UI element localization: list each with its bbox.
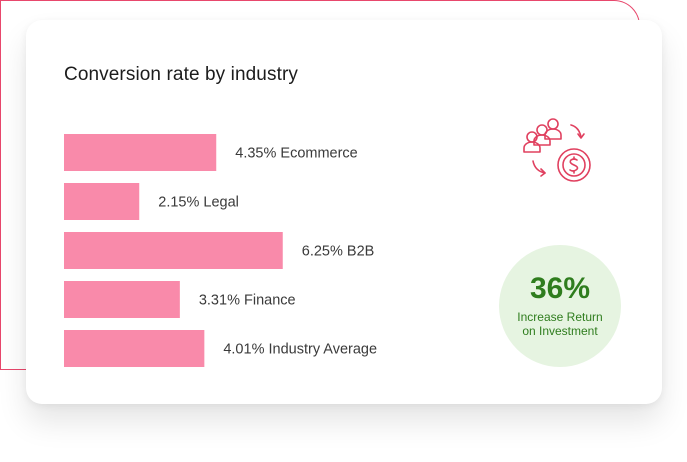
chart-card: Conversion rate by industry 4.35% Ecomme… xyxy=(26,20,662,404)
bar-label-ecommerce: 4.35% Ecommerce xyxy=(235,146,358,162)
people-money-cycle-icon xyxy=(523,118,591,182)
bar-ecommerce xyxy=(64,134,217,171)
bar-label-industry-average: 4.01% Industry Average xyxy=(223,342,377,358)
bar-legal xyxy=(64,183,140,220)
bar-industry-average xyxy=(64,330,205,367)
bar-chart: 4.35% Ecommerce 2.15% Legal 6.25% B2B 3.31%… xyxy=(64,134,377,367)
bar-b2b xyxy=(64,232,283,269)
bar-label-finance: 3.31% Finance xyxy=(199,293,296,309)
chart-title: Conversion rate by industry xyxy=(64,64,298,85)
bar-label-legal: 2.15% Legal xyxy=(158,195,239,211)
bar-label-b2b: 6.25% B2B xyxy=(302,244,375,260)
roi-badge: 36% Increase Return on Investment xyxy=(499,245,621,367)
roi-value: 36% xyxy=(529,272,591,305)
roi-label: Increase Return on Investment xyxy=(517,310,603,338)
bar-finance xyxy=(64,281,180,318)
